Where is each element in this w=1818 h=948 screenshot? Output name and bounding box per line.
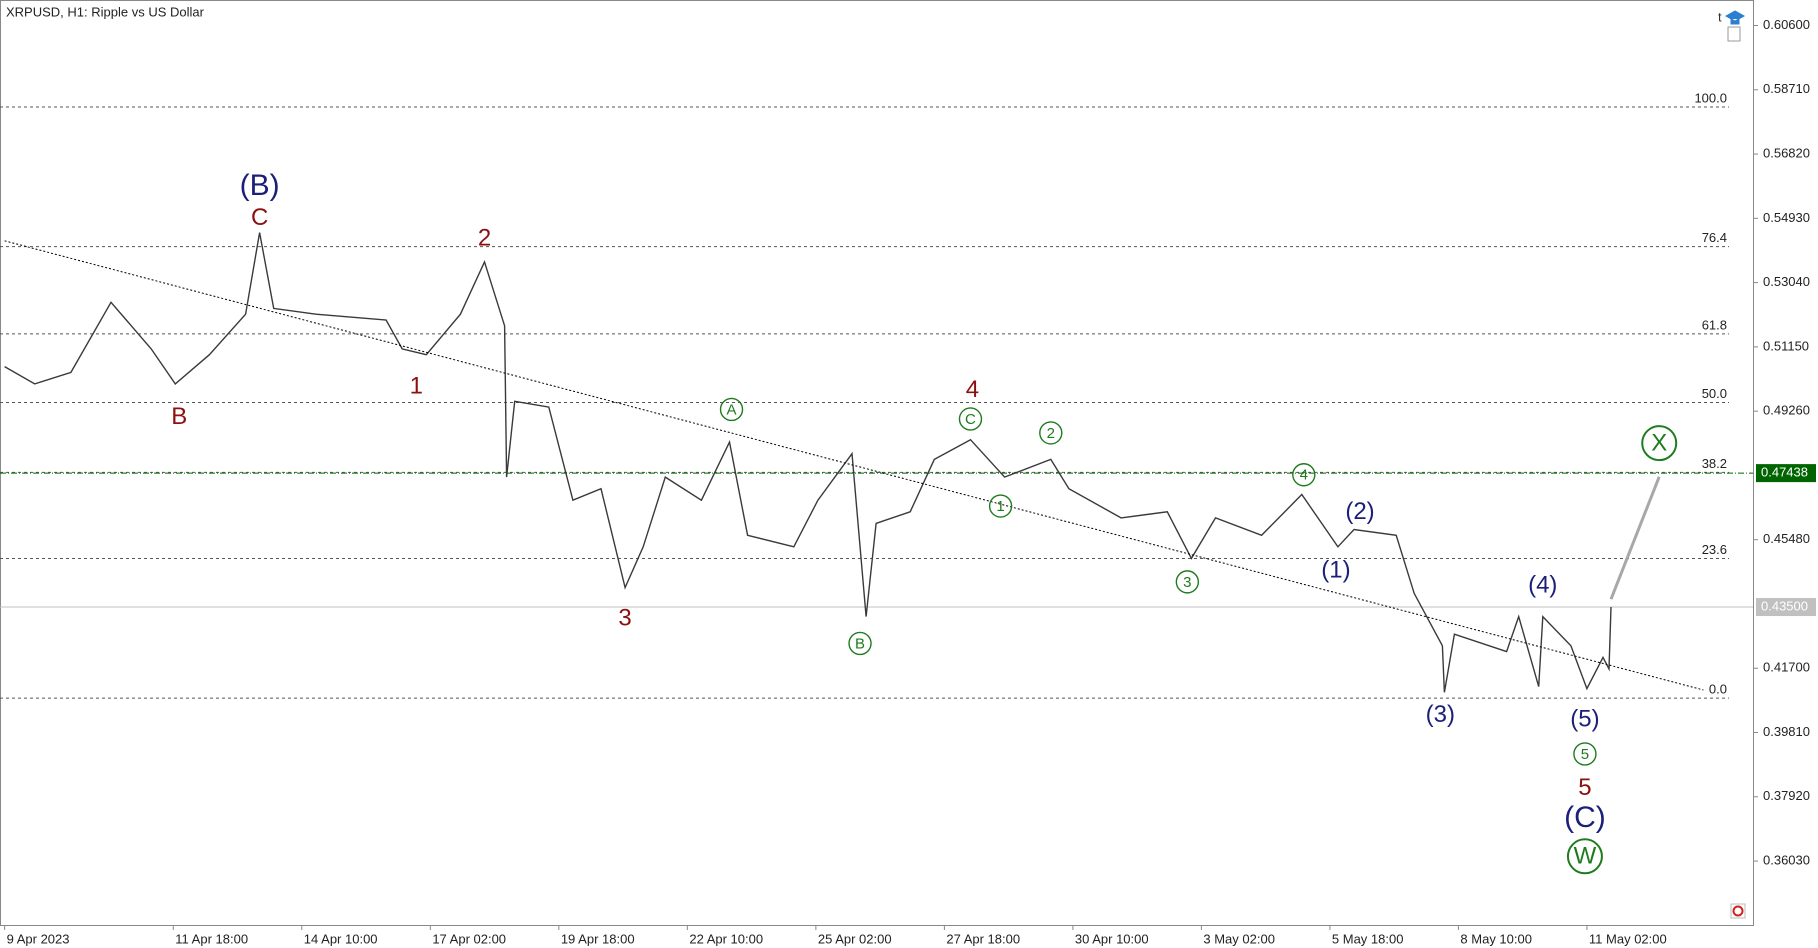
y-tick-label: 0.51150 [1763,338,1809,353]
wave-label: C [251,204,268,231]
y-tick-label: 0.58710 [1763,81,1810,96]
wave-label: 2 [1047,425,1055,442]
plot-frame [0,0,1754,926]
x-tick-label: 22 Apr 10:00 [689,931,763,946]
wave-label: B [855,635,865,652]
price-series [4,232,1612,693]
y-tick-label: 0.45480 [1763,531,1810,546]
wave-label: (1) [1321,556,1350,583]
wave-circle [1566,838,1603,875]
wave-label: 2 [478,225,491,252]
x-tick-label: 14 Apr 10:00 [304,931,378,946]
wave-circle [848,631,872,656]
wave-label: (3) [1426,701,1455,728]
wave-label: 1 [996,498,1004,515]
fib-label: 61.8 [1702,317,1727,332]
y-tick-label: 0.56820 [1763,145,1810,160]
fib-label: 23.6 [1702,542,1727,557]
wave-circle [1573,742,1597,766]
wave-circle [1175,570,1200,594]
wave-circle [988,494,1013,518]
x-tick-label: 11 Apr 18:00 [175,931,248,946]
y-tick-label: 0.54930 [1763,210,1810,225]
wave-label: C [965,411,976,428]
price-box [1756,598,1816,617]
y-tick-label: 0.60600 [1763,17,1810,32]
x-tick-label: 30 Apr 10:00 [1075,931,1149,946]
y-tick-label: 0.49260 [1763,403,1810,418]
wave-circle [719,397,744,422]
wave-label: (4) [1528,572,1557,599]
x-tick-label: 5 May 18:00 [1332,931,1404,946]
y-tick-label: 0.36030 [1763,853,1810,868]
wave-label: X [1651,429,1667,456]
y-tick-label: 0.53040 [1763,274,1810,289]
wave-circle [958,407,983,431]
account-icon[interactable] [1724,10,1746,25]
y-tick-label: 0.37920 [1763,788,1810,803]
wave-label: (C) [1564,801,1606,834]
price-series [1609,476,1661,600]
wave-label: (5) [1570,706,1599,733]
x-tick-label: 17 Apr 02:00 [432,931,506,946]
y-tick-label: 0.41700 [1763,660,1810,675]
chart-title: XRPUSD, H1: Ripple vs US Dollar [6,4,205,19]
fib-label: 50.0 [1702,386,1727,401]
icon-label: t [1718,9,1722,24]
x-tick-label: 25 Apr 02:00 [818,931,892,946]
y-tick-label: 0.39810 [1763,724,1810,739]
price-label: 0.43500 [1761,598,1808,613]
price-series [4,240,1704,691]
price-box [1756,464,1816,483]
fib-label: 76.4 [1702,230,1727,245]
wave-circle [1292,463,1316,487]
wave-label: B [171,403,187,430]
fib-label: 100.0 [1694,90,1727,105]
wave-label: (2) [1345,498,1374,525]
wave-label: A [727,401,737,418]
wave-label: W [1574,843,1597,870]
x-tick-label: 11 May 02:00 [1589,931,1667,946]
wave-circle [1641,425,1678,462]
x-tick-label: 8 May 10:00 [1460,931,1532,946]
x-tick-label: 27 Apr 18:00 [946,931,1020,946]
x-tick-label: 19 Apr 18:00 [561,931,635,946]
wave-label: 3 [1183,574,1191,591]
wave-circle [1039,421,1063,445]
wave-label: 4 [966,376,979,403]
price-label: 0.47438 [1761,465,1808,480]
fib-label: 38.2 [1702,456,1727,471]
wave-label: 5 [1581,746,1589,763]
corner-icon-mark [1732,905,1744,917]
wave-label: 5 [1578,774,1591,801]
x-tick-label: 3 May 02:00 [1203,931,1275,946]
fib-label: 0.0 [1709,682,1727,697]
doc-icon[interactable] [1727,26,1741,42]
wave-label: 3 [618,604,631,631]
x-tick-label: 9 Apr 2023 [7,931,70,946]
wave-label: 1 [410,373,423,400]
wave-label: (B) [240,169,280,202]
wave-label: 4 [1300,467,1308,484]
